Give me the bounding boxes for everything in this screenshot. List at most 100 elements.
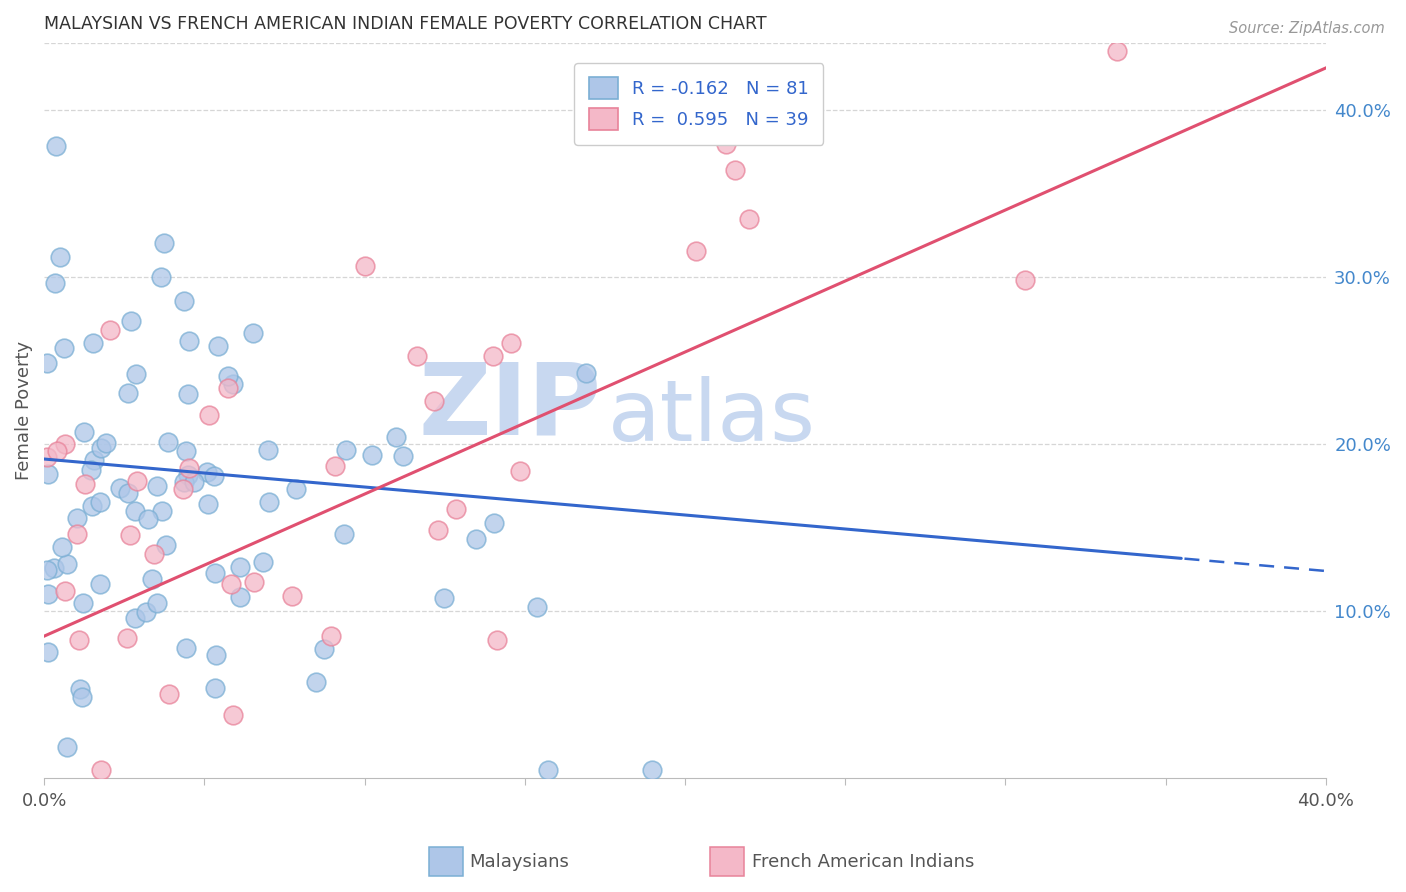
Point xyxy=(53,437,76,451)
Point xyxy=(136,512,159,526)
Point xyxy=(143,548,166,562)
Point xyxy=(98,323,121,337)
Point xyxy=(157,686,180,700)
Text: Malaysians: Malaysians xyxy=(470,853,569,871)
Point xyxy=(305,674,328,689)
Point xyxy=(125,368,148,382)
Point xyxy=(72,690,94,705)
Point xyxy=(83,453,105,467)
Point xyxy=(115,631,138,645)
Point xyxy=(222,377,245,392)
Point xyxy=(146,596,169,610)
Point xyxy=(423,393,446,408)
Point xyxy=(385,430,408,444)
Point xyxy=(53,583,76,598)
Point xyxy=(176,468,198,483)
Point xyxy=(37,645,59,659)
Point xyxy=(361,448,384,462)
Point xyxy=(177,334,200,348)
Point xyxy=(46,444,69,458)
Point xyxy=(1105,44,1128,58)
Point xyxy=(333,527,356,541)
Point xyxy=(202,468,225,483)
Point xyxy=(314,642,336,657)
Point xyxy=(242,575,264,590)
Point xyxy=(229,560,252,574)
Point xyxy=(685,244,707,258)
Point xyxy=(37,450,59,464)
Text: atlas: atlas xyxy=(607,376,815,459)
Point xyxy=(252,555,274,569)
Point xyxy=(501,336,523,351)
Point xyxy=(56,740,79,755)
Point xyxy=(156,435,179,450)
Point xyxy=(323,459,346,474)
Point xyxy=(110,481,132,495)
Point xyxy=(42,560,65,574)
Point xyxy=(45,139,67,153)
Point xyxy=(82,336,104,351)
Point xyxy=(172,482,194,496)
Point xyxy=(217,381,239,395)
Point xyxy=(49,250,72,264)
Point xyxy=(257,442,280,457)
Y-axis label: Female Poverty: Female Poverty xyxy=(15,341,32,480)
Point xyxy=(53,342,76,356)
Point xyxy=(82,499,104,513)
Legend: R = -0.162   N = 81, R =  0.595   N = 39: R = -0.162 N = 81, R = 0.595 N = 39 xyxy=(574,63,824,145)
Point xyxy=(89,577,111,591)
Point xyxy=(75,476,97,491)
Point xyxy=(714,136,737,151)
Point xyxy=(66,511,89,525)
Point xyxy=(149,269,172,284)
Point xyxy=(69,681,91,696)
Point xyxy=(37,587,59,601)
Point xyxy=(56,558,79,572)
Point xyxy=(217,368,239,383)
Point xyxy=(482,516,505,530)
Point xyxy=(433,591,456,605)
Point xyxy=(66,527,89,541)
Point xyxy=(124,611,146,625)
Point xyxy=(207,339,229,353)
Point xyxy=(257,495,280,509)
Point xyxy=(94,436,117,450)
Point xyxy=(80,463,103,477)
Point xyxy=(44,276,66,290)
Point xyxy=(117,486,139,500)
Point xyxy=(174,641,197,656)
Point xyxy=(89,494,111,508)
Point xyxy=(51,540,73,554)
Point xyxy=(117,386,139,401)
Point xyxy=(509,464,531,478)
Point xyxy=(724,163,747,178)
Point xyxy=(120,314,142,328)
Point xyxy=(427,523,450,537)
Point xyxy=(195,465,218,479)
Text: French American Indians: French American Indians xyxy=(752,853,974,871)
Point xyxy=(229,591,252,605)
Point xyxy=(118,527,141,541)
Text: Source: ZipAtlas.com: Source: ZipAtlas.com xyxy=(1229,21,1385,37)
Point xyxy=(174,443,197,458)
Point xyxy=(444,502,467,516)
Point xyxy=(37,467,59,481)
Point xyxy=(222,707,245,722)
Point xyxy=(526,599,548,614)
Point xyxy=(481,349,503,363)
Point xyxy=(173,293,195,308)
Point xyxy=(124,503,146,517)
Point xyxy=(150,504,173,518)
Point xyxy=(135,605,157,619)
Point xyxy=(153,236,176,251)
Point xyxy=(392,449,415,463)
Point xyxy=(204,566,226,580)
Text: ZIP: ZIP xyxy=(419,359,602,456)
Point xyxy=(73,425,96,439)
Point xyxy=(183,475,205,489)
Point xyxy=(37,563,59,577)
Point xyxy=(242,326,264,340)
Point xyxy=(177,386,200,401)
Point xyxy=(155,538,177,552)
Point xyxy=(1014,273,1036,287)
